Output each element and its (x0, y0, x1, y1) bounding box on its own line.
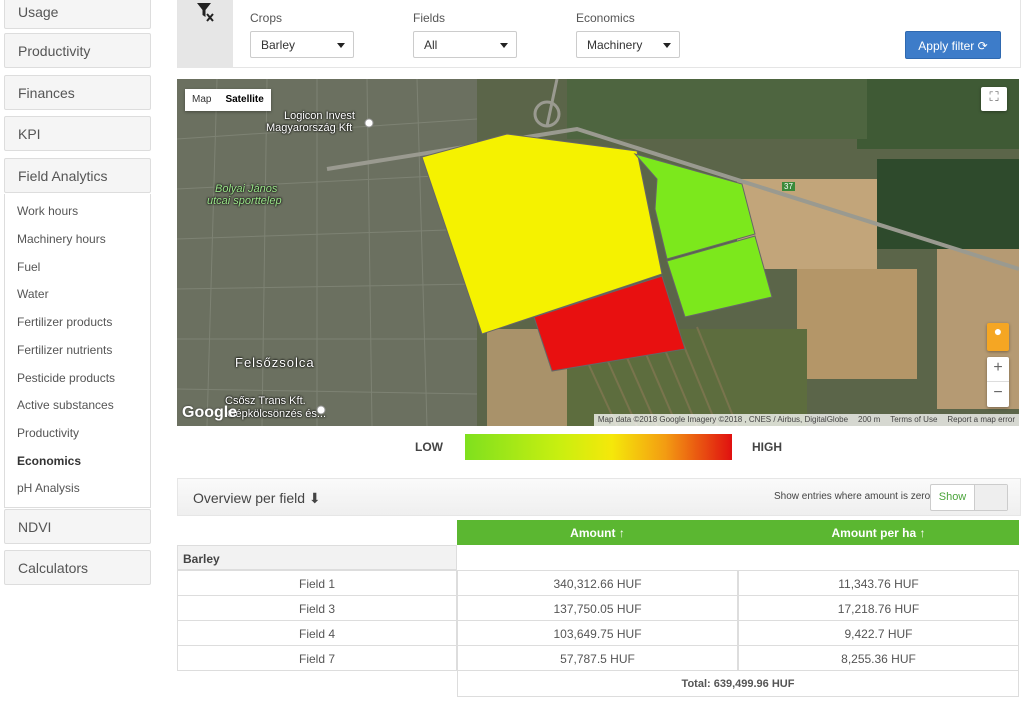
apply-filter-label: Apply filter (918, 39, 975, 53)
chevron-down-icon (500, 43, 508, 48)
fullscreen-button[interactable]: ⛶ (981, 87, 1007, 111)
fields-select[interactable]: All (413, 31, 517, 58)
amount-cell: 340,312.66 HUF (457, 570, 738, 596)
map-label-logicon: Logicon Invest (284, 110, 355, 122)
show-zero-toggle[interactable]: Show (930, 484, 1008, 511)
submenu-item-fuel[interactable]: Fuel (17, 260, 41, 274)
submenu-item-machinery-hours[interactable]: Machinery hours (17, 232, 106, 246)
field-3-polygon[interactable] (533, 275, 686, 372)
report-map-error-link[interactable]: Report a map error (947, 415, 1015, 424)
refresh-icon: ⟳ (977, 39, 988, 53)
submenu-item-pesticide-products[interactable]: Pesticide products (17, 371, 116, 385)
amount-per-ha-column-header[interactable]: Amount per ha ↑ (738, 520, 1019, 545)
economics-select-value: Machinery (587, 38, 643, 52)
sidebar-item-finances[interactable]: Finances (4, 75, 151, 110)
crops-select-value: Barley (261, 38, 296, 52)
field-name-cell: Field 3 (177, 595, 457, 621)
clear-filter-button[interactable] (178, 0, 233, 68)
zoom-in-button[interactable]: + (987, 357, 1009, 382)
fullscreen-icon: ⛶ (989, 89, 999, 104)
map-attribution: Map data ©2018 Google Imagery ©2018 , CN… (593, 414, 1019, 426)
submenu-item-ph-analysis[interactable]: pH Analysis (17, 481, 80, 495)
zoom-control: + − (987, 357, 1009, 407)
field-1-polygon[interactable] (421, 133, 663, 335)
legend-low-label: LOW (415, 440, 443, 454)
amount-column-header[interactable]: Amount ↑ (457, 520, 738, 545)
filter-clear-icon (197, 3, 214, 22)
fields-label: Fields (413, 11, 446, 25)
map-type-map-button[interactable]: Map (192, 94, 212, 105)
legend-high-label: HIGH (752, 440, 782, 454)
field-map[interactable]: Map Satellite ⛶ Logicon Invest Magyarors… (177, 79, 1019, 426)
road-number-badge: 37 (782, 182, 795, 191)
map-label-bolyai: Bolyai János (215, 183, 278, 195)
field-4-polygon[interactable] (633, 153, 756, 260)
filter-bar: Crops Barley Fields All Economics Machin… (177, 0, 1021, 68)
amount-per-ha-cell: 11,343.76 HUF (738, 570, 1019, 596)
crops-select[interactable]: Barley (250, 31, 354, 58)
sidebar-item-ndvi[interactable]: NDVI (4, 509, 151, 544)
show-toggle-on[interactable]: Show (931, 485, 975, 510)
sidebar: Usage Productivity Finances KPI Field An… (0, 0, 160, 702)
submenu-item-work-hours[interactable]: Work hours (17, 204, 79, 218)
amount-per-ha-cell: 8,255.36 HUF (738, 645, 1019, 671)
map-label-bolyai-2: utcai sporttelep (207, 195, 282, 207)
sidebar-item-usage[interactable]: Usage (4, 0, 151, 29)
amount-cell: 103,649.75 HUF (457, 620, 738, 646)
terms-of-use-link[interactable]: Terms of Use (890, 415, 938, 424)
field-analytics-submenu: Work hours Machinery hours Fuel Water Fe… (4, 194, 151, 508)
google-logo: Google (182, 404, 238, 421)
map-label-felsozsolca: Felsőzsolca (235, 355, 315, 370)
submenu-item-water[interactable]: Water (17, 287, 49, 301)
pegman-icon: ● (993, 323, 1003, 339)
table-total: Total: 639,499.96 HUF (457, 670, 1019, 697)
street-view-pegman[interactable]: ● (987, 323, 1009, 351)
field-name-cell: Field 1 (177, 570, 457, 596)
map-label-csosz: Csősz Trans Kft. (225, 395, 306, 407)
sidebar-item-field-analytics[interactable]: Field Analytics (4, 158, 151, 193)
sidebar-item-productivity[interactable]: Productivity (4, 33, 151, 68)
economics-label: Economics (576, 11, 635, 25)
show-toggle-off[interactable] (975, 485, 1007, 510)
show-zero-label: Show entries where amount is zero? (774, 491, 936, 502)
map-scale[interactable]: 200 m (858, 415, 881, 424)
map-label-logicon-2: Magyarország Kft (266, 122, 353, 134)
submenu-item-productivity[interactable]: Productivity (17, 426, 80, 440)
amount-cell: 137,750.05 HUF (457, 595, 738, 621)
satellite-imagery (177, 79, 1019, 426)
chevron-down-icon (337, 43, 345, 48)
submenu-item-fertilizer-nutrients[interactable]: Fertilizer nutrients (17, 343, 113, 357)
crops-label: Crops (250, 11, 283, 25)
field-7-polygon[interactable] (666, 235, 773, 318)
submenu-item-active-substances[interactable]: Active substances (17, 398, 114, 412)
fields-select-value: All (424, 38, 438, 52)
legend-gradient-bar (465, 434, 732, 460)
sidebar-item-calculators[interactable]: Calculators (4, 550, 151, 585)
field-name-cell: Field 7 (177, 645, 457, 671)
apply-filter-button[interactable]: Apply filter ⟳ (905, 31, 1001, 59)
overview-title[interactable]: Overview per field ⬇ (193, 490, 321, 506)
amount-per-ha-cell: 9,422.7 HUF (738, 620, 1019, 646)
economics-select[interactable]: Machinery (576, 31, 680, 58)
overview-panel-header: Overview per field ⬇ Show entries where … (177, 478, 1021, 516)
field-name-cell: Field 4 (177, 620, 457, 646)
amount-per-ha-cell: 17,218.76 HUF (738, 595, 1019, 621)
submenu-item-fertilizer-products[interactable]: Fertilizer products (17, 315, 113, 329)
submenu-item-economics[interactable]: Economics (17, 454, 82, 468)
map-label-csosz-2: Gépkölcsönzés és... (227, 408, 327, 420)
zoom-out-button[interactable]: − (993, 384, 1003, 401)
map-type-satellite-button[interactable]: Satellite (225, 94, 264, 105)
sidebar-item-kpi[interactable]: KPI (4, 116, 151, 151)
map-type-control: Map Satellite (185, 89, 271, 111)
map-data-attribution: Map data ©2018 Google Imagery ©2018 , CN… (597, 415, 849, 424)
chevron-down-icon (663, 43, 671, 48)
amount-cell: 57,787.5 HUF (457, 645, 738, 671)
crop-group-row: Barley (177, 545, 457, 570)
